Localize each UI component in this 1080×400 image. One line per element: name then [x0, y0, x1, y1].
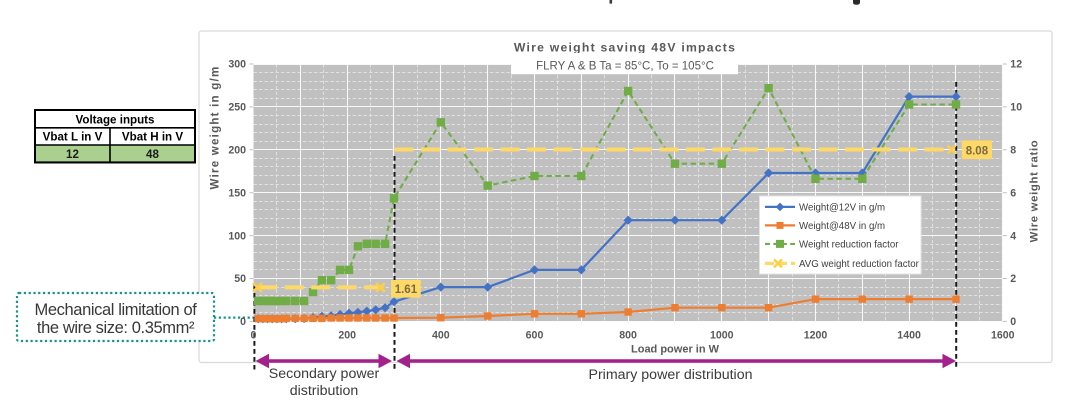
svg-text:Load power in W: Load power in W — [631, 344, 720, 356]
svg-text:600: 600 — [526, 330, 544, 342]
svg-text:Vbat H in V: Vbat H in V — [122, 131, 183, 144]
svg-text:250: 250 — [228, 102, 246, 114]
svg-text:1.61: 1.61 — [395, 284, 418, 296]
svg-text:150: 150 — [228, 187, 246, 199]
svg-text:0: 0 — [1010, 316, 1016, 328]
svg-text:100: 100 — [228, 230, 246, 242]
svg-text:400: 400 — [432, 330, 450, 342]
svg-text:8: 8 — [1010, 145, 1016, 157]
svg-text:distribution: distribution — [290, 383, 359, 399]
svg-text:2: 2 — [1010, 273, 1016, 285]
svg-text:Secondary power: Secondary power — [269, 366, 380, 382]
svg-text:8.08: 8.08 — [966, 145, 989, 157]
svg-text:200: 200 — [338, 330, 356, 342]
svg-text:Weight@12V in g/m: Weight@12V in g/m — [799, 203, 885, 214]
svg-text:50: 50 — [234, 273, 246, 285]
svg-text:1600: 1600 — [991, 330, 1015, 342]
svg-text:Weight reduction factor: Weight reduction factor — [799, 240, 899, 251]
svg-text:12: 12 — [66, 148, 79, 161]
svg-text:1400: 1400 — [897, 330, 921, 342]
svg-text:Mechanical limitation of: Mechanical limitation of — [35, 301, 198, 319]
svg-text:200: 200 — [228, 145, 246, 157]
svg-text:6: 6 — [1010, 187, 1016, 199]
svg-text:0: 0 — [240, 316, 246, 328]
svg-text:300: 300 — [228, 59, 246, 71]
svg-text:4: 4 — [1010, 230, 1016, 242]
svg-text:800: 800 — [619, 330, 637, 342]
svg-text:Voltage inputs: Voltage inputs — [75, 114, 154, 127]
svg-text:AVG weight reduction factor: AVG weight reduction factor — [799, 259, 920, 270]
svg-text:Wire weight in g/m: Wire weight in g/m — [209, 66, 222, 190]
svg-text:12: 12 — [1010, 59, 1022, 71]
svg-text:Vbat L in V: Vbat L in V — [43, 131, 103, 144]
svg-text:48: 48 — [146, 148, 159, 161]
svg-text:Wire weight saving 48V impacts: Wire weight saving 48V impacts — [514, 41, 736, 55]
svg-text:10: 10 — [1010, 102, 1022, 114]
svg-text:FLRY A & B Ta = 85°C, To = 105: FLRY A & B Ta = 85°C, To = 105°C — [536, 61, 714, 73]
svg-text:Wire weight ratio: Wire weight ratio — [1029, 140, 1041, 243]
svg-text:Primary power distribution: Primary power distribution — [588, 367, 752, 383]
svg-text:0: 0 — [251, 330, 257, 342]
svg-text:1000: 1000 — [710, 330, 734, 342]
svg-text:1200: 1200 — [804, 330, 828, 342]
svg-text:the wire size: 0.35mm²: the wire size: 0.35mm² — [37, 319, 195, 337]
svg-text:Weight@48V in g/m: Weight@48V in g/m — [799, 221, 885, 232]
